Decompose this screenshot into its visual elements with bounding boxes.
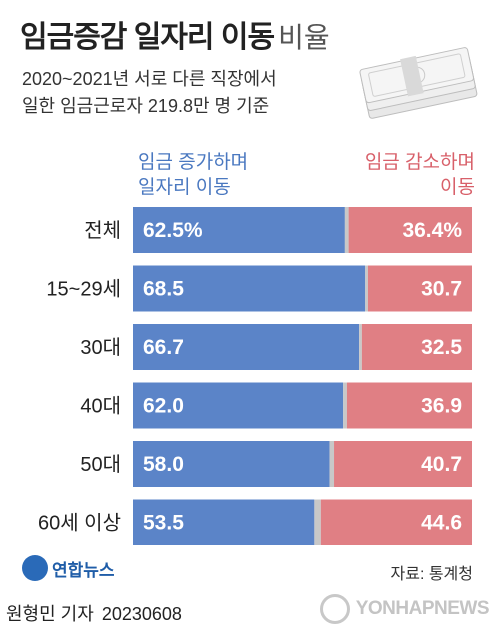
bar-remainder [365, 265, 368, 312]
chart-subtitle: 2020~2021년 서로 다른 직장에서 일한 임금근로자 219.8만 명 … [22, 66, 277, 120]
data-label-decrease: 44.6 [421, 512, 462, 535]
legend-decrease-line: 이동 [440, 177, 475, 198]
watermark-icon [319, 594, 350, 624]
publish-date: 20230608 [101, 604, 182, 624]
title-block: 임금증감 일자리 이동 비율 [20, 12, 330, 56]
bar-decrease [320, 499, 472, 545]
bar-decrease [334, 441, 472, 487]
subtitle-line: 2020~2021년 서로 다른 직장에서 [22, 69, 277, 89]
legend-increase-line: 임금 증가하며 [138, 152, 249, 173]
watermark-text: YONHAPNEWS [355, 598, 490, 619]
reporter-credit: 원형민 기자 20230608 [6, 600, 182, 626]
watermark: YONHAPNEWS [319, 594, 490, 624]
bar-remainder [329, 441, 335, 487]
source-text: 자료: 통계청 [390, 566, 474, 583]
chart-title-suffix: 비율 [278, 22, 330, 53]
legend-decrease: 임금 감소하며 이동 [365, 150, 475, 200]
yonhap-logo-icon [22, 555, 48, 581]
data-label-decrease: 40.7 [421, 453, 462, 476]
bar-increase [133, 324, 360, 370]
legend-decrease-line: 임금 감소하며 [364, 152, 475, 173]
data-label-decrease: 30.7 [421, 278, 462, 301]
data-label-increase: 62.5% [143, 219, 203, 242]
bar-increase [133, 207, 345, 253]
category-label: 60세 이상 [38, 512, 121, 535]
data-label-increase: 58.0 [143, 453, 184, 476]
yonhap-logo: 연합뉴스 [22, 555, 115, 581]
bar-increase [133, 265, 366, 312]
data-label-decrease: 32.5 [421, 336, 462, 359]
data-label-increase: 68.5 [143, 278, 184, 301]
category-label: 전체 [84, 219, 121, 242]
chart-title: 임금증감 일자리 이동 [20, 21, 275, 54]
data-label-decrease: 36.4% [402, 219, 462, 242]
bar-remainder [344, 207, 349, 253]
category-label: 30대 [80, 336, 121, 359]
bar-increase [133, 499, 315, 545]
subtitle-line: 일한 임금근로자 219.8만 명 기준 [22, 96, 270, 116]
bar-decrease [361, 324, 472, 370]
data-label-decrease: 36.9 [421, 395, 462, 418]
bar-decrease [367, 265, 472, 312]
bar-remainder [314, 499, 321, 545]
data-label-increase: 66.7 [143, 336, 184, 359]
data-label-increase: 53.5 [143, 512, 184, 535]
reporter-name: 원형민 기자 [6, 604, 94, 624]
legend-increase: 임금 증가하며 일자리 이동 [138, 150, 248, 200]
bar-remainder [343, 382, 347, 429]
logo-text: 연합뉴스 [52, 560, 115, 580]
category-label: 50대 [80, 453, 121, 476]
data-label-increase: 62.0 [143, 395, 184, 418]
bar-decrease [346, 382, 472, 429]
bar-increase [133, 441, 330, 487]
category-label: 40대 [80, 395, 121, 418]
bar-decrease [348, 207, 472, 253]
legend-increase-line: 일자리 이동 [138, 177, 231, 198]
bar-remainder [359, 324, 362, 370]
category-label: 15~29세 [46, 278, 121, 301]
bar-increase [133, 382, 344, 429]
money-stack-icon [359, 47, 478, 119]
stacked-bar-chart: 전체 62.5% 36.4% 15~29세 68.5 30.7 30대 66.7 32.5 40대… [38, 207, 472, 545]
